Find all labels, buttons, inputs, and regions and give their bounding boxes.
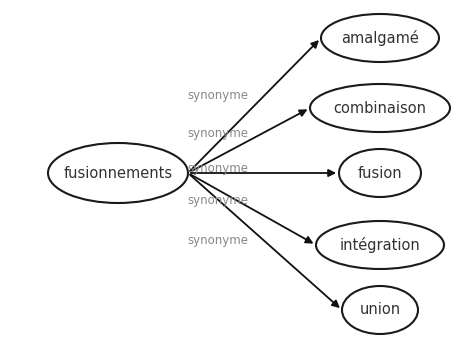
Text: intégration: intégration (339, 237, 420, 253)
Text: synonyme: synonyme (188, 127, 248, 139)
Ellipse shape (310, 84, 450, 132)
Ellipse shape (339, 149, 421, 197)
Text: union: union (359, 303, 401, 318)
Ellipse shape (342, 286, 418, 334)
Text: combinaison: combinaison (334, 101, 426, 116)
Text: synonyme: synonyme (188, 88, 248, 102)
Ellipse shape (316, 221, 444, 269)
Text: fusionnements: fusionnements (63, 166, 173, 180)
Text: synonyme: synonyme (188, 161, 248, 175)
Ellipse shape (48, 143, 188, 203)
Text: fusion: fusion (357, 166, 402, 180)
Text: amalgamé: amalgamé (341, 30, 419, 46)
Ellipse shape (321, 14, 439, 62)
Text: synonyme: synonyme (188, 234, 248, 246)
Text: synonyme: synonyme (188, 194, 248, 206)
